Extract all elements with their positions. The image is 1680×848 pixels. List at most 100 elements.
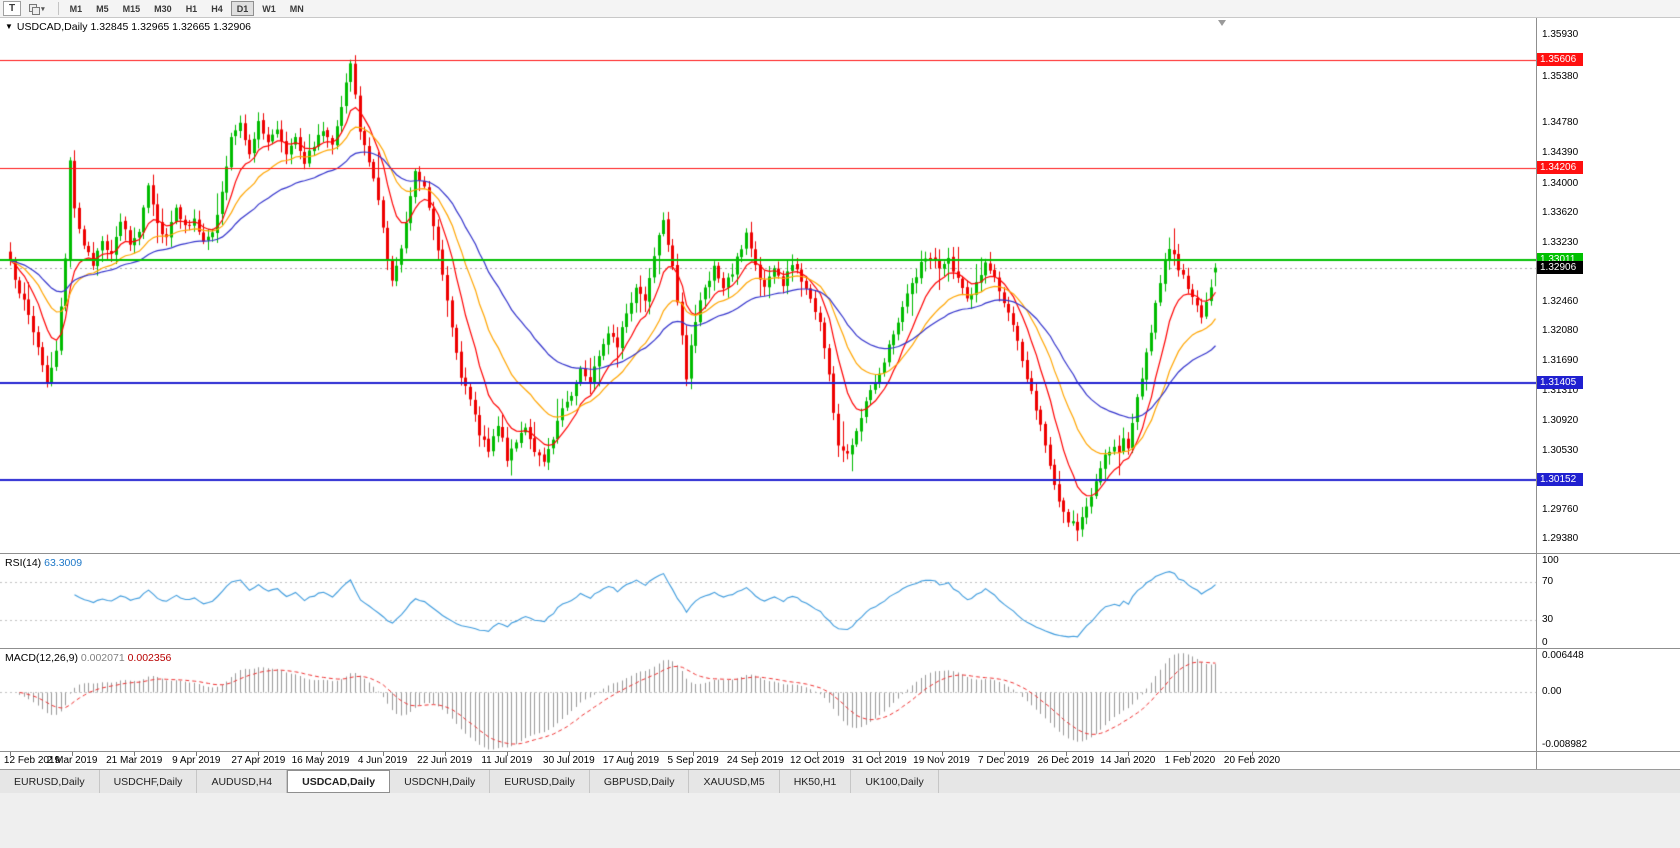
chart-tab-usdcnh-daily[interactable]: USDCNH,Daily	[390, 770, 491, 793]
chart-tab-audusd-h4[interactable]: AUDUSD,H4	[197, 770, 288, 793]
time-axis-tick	[196, 752, 197, 756]
time-axis-label: 26 Dec 2019	[1037, 755, 1095, 766]
time-axis-label: 2 Mar 2019	[46, 755, 98, 766]
price-axis-label: 1.29380	[1542, 533, 1579, 545]
time-axis-label: 12 Oct 2019	[790, 755, 845, 766]
macd-axis-label: -0.008982	[1542, 739, 1588, 750]
time-axis-tick	[72, 752, 73, 756]
timeframe-button-m30[interactable]: M30	[148, 1, 178, 16]
time-axis-tick	[507, 752, 508, 756]
timeframe-button-m1[interactable]: M1	[64, 1, 89, 16]
rsi-pane: 100 70 30 0 RSI(14) 63.3009	[0, 553, 1680, 648]
price-axis-label: 1.32460	[1542, 296, 1579, 308]
time-axis[interactable]: 12 Feb 2019 2 Mar 2019 21 Mar 2019 9 Apr 20…	[0, 751, 1680, 769]
time-axis-label: 5 Sep 2019	[667, 755, 719, 766]
rsi-axis-label: 30	[1542, 613, 1554, 625]
price-axis-label: 1.31690	[1542, 355, 1579, 367]
time-axis-tick	[1252, 752, 1253, 756]
price-axis[interactable]: 1.35930 1.35380 1.34780 1.34390 1.34000 1.336…	[1536, 18, 1680, 553]
price-axis-label: 1.34000	[1542, 177, 1579, 189]
time-axis-label: 22 Jun 2019	[417, 755, 473, 766]
time-axis-label: 31 Oct 2019	[852, 755, 907, 766]
macd-canvas[interactable]	[0, 649, 1536, 751]
time-axis-tick	[134, 752, 135, 756]
rsi-axis-label: 100	[1542, 555, 1559, 566]
price-axis-label: 1.35380	[1542, 71, 1579, 83]
chart-tab-gbpusd-daily[interactable]: GBPUSD,Daily	[590, 770, 690, 793]
time-axis-tick	[1190, 752, 1191, 756]
top-toolbar: T ▾ M1 M5 M15 M30 H1 H4 D1 W1 MN	[0, 0, 1680, 18]
timeframe-button-m5[interactable]: M5	[90, 1, 115, 16]
chart-tab-usdcad-daily[interactable]: USDCAD,Daily	[287, 770, 391, 793]
time-axis-tick	[755, 752, 756, 756]
time-axis-tick	[569, 752, 570, 756]
chart-tab-eurusd-daily[interactable]: EURUSD,Daily	[490, 770, 590, 793]
time-axis-tick	[817, 752, 818, 756]
chart-symbol-label: USDCAD,Daily	[16, 21, 88, 33]
macd-axis-label: 0.00	[1542, 685, 1562, 697]
text-tool-button[interactable]: T	[3, 1, 22, 16]
chart-menu-icon[interactable]: ▼	[5, 22, 13, 31]
time-axis-tick	[1004, 752, 1005, 756]
price-chart-canvas[interactable]	[0, 18, 1536, 553]
time-axis-label: 21 Mar 2019	[106, 755, 163, 766]
time-axis-label: 30 Jul 2019	[543, 755, 595, 766]
macd-axis-label: 0.006448	[1542, 650, 1584, 661]
caret-down-icon: ▾	[41, 5, 45, 13]
price-level-badge: 1.31405	[1537, 376, 1583, 390]
rsi-label: RSI(14)	[5, 557, 42, 569]
rsi-axis-label: 0	[1542, 637, 1548, 648]
time-axis-label: 17 Aug 2019	[602, 755, 660, 766]
time-axis-label: 4 Jun 2019	[357, 755, 408, 766]
time-axis-tick	[631, 752, 632, 756]
time-axis-label: 11 Jul 2019	[481, 755, 533, 766]
time-axis-tick	[879, 752, 880, 756]
time-axis-label: 9 Apr 2019	[172, 755, 221, 766]
chart-tab-usdchf-daily[interactable]: USDCHF,Daily	[100, 770, 198, 793]
chart-tab-eurusd-daily[interactable]: EURUSD,Daily	[0, 770, 100, 793]
price-axis-label: 1.34390	[1542, 147, 1579, 159]
time-axis-label: 7 Dec 2019	[978, 755, 1030, 766]
time-axis-tick	[693, 752, 694, 756]
timeframe-button-m15[interactable]: M15	[117, 1, 147, 16]
price-axis-label: 1.33620	[1542, 206, 1579, 218]
time-axis-tick	[383, 752, 384, 756]
price-level-badge: 1.34206	[1537, 160, 1583, 174]
rsi-axis[interactable]: 100 70 30 0	[1536, 554, 1680, 648]
macd-label: MACD(12,26,9)	[5, 652, 78, 664]
objects-dropdown-button[interactable]: ▾	[23, 1, 51, 16]
timeframe-button-d1[interactable]: D1	[230, 1, 255, 16]
macd-title: MACD(12,26,9) 0.002071 0.002356	[5, 652, 171, 664]
price-axis-label: 1.30530	[1542, 444, 1579, 456]
chart-tab-xauusd-m5[interactable]: XAUUSD,M5	[689, 770, 780, 793]
price-axis-label: 1.33230	[1542, 236, 1579, 248]
price-axis-label: 1.35930	[1542, 28, 1579, 40]
price-axis-label: 1.31310	[1542, 384, 1579, 396]
time-axis-tick	[942, 752, 943, 756]
chart-title: ▼ USDCAD,Daily 1.32845 1.32965 1.32665 1.…	[5, 21, 251, 33]
time-axis-tick	[1066, 752, 1067, 756]
chart-window: 1.35930 1.35380 1.34780 1.34390 1.34000 1.336…	[0, 18, 1680, 769]
time-axis-label: 1 Feb 2020	[1164, 755, 1216, 766]
time-axis-tick	[10, 752, 11, 756]
timeframe-button-h1[interactable]: H1	[180, 1, 204, 16]
timeframe-button-h4[interactable]: H4	[205, 1, 229, 16]
rsi-title: RSI(14) 63.3009	[5, 557, 82, 569]
chart-shift-marker[interactable]	[1218, 20, 1226, 26]
time-axis-label: 20 Feb 2020	[1223, 755, 1281, 766]
rsi-canvas[interactable]	[0, 554, 1536, 648]
time-axis-label: 19 Nov 2019	[913, 755, 970, 766]
timeframe-button-w1[interactable]: W1	[256, 1, 282, 16]
price-pane: 1.35930 1.35380 1.34780 1.34390 1.34000 1.336…	[0, 18, 1680, 553]
current-price-badge: 1.32906	[1537, 260, 1583, 274]
price-axis-label: 1.34780	[1542, 117, 1579, 129]
macd-axis[interactable]: 0.006448 0.00 -0.008982	[1536, 649, 1680, 751]
chart-tab-hk50-h1[interactable]: HK50,H1	[780, 770, 852, 793]
time-axis-label: 12 Feb 2019	[3, 755, 61, 766]
timeframe-button-mn[interactable]: MN	[284, 1, 310, 16]
time-axis-label: 24 Sep 2019	[726, 755, 784, 766]
chart-tab-uk100-daily[interactable]: UK100,Daily	[851, 770, 939, 793]
price-axis-label: 1.30920	[1542, 414, 1579, 426]
time-axis-tick	[321, 752, 322, 756]
